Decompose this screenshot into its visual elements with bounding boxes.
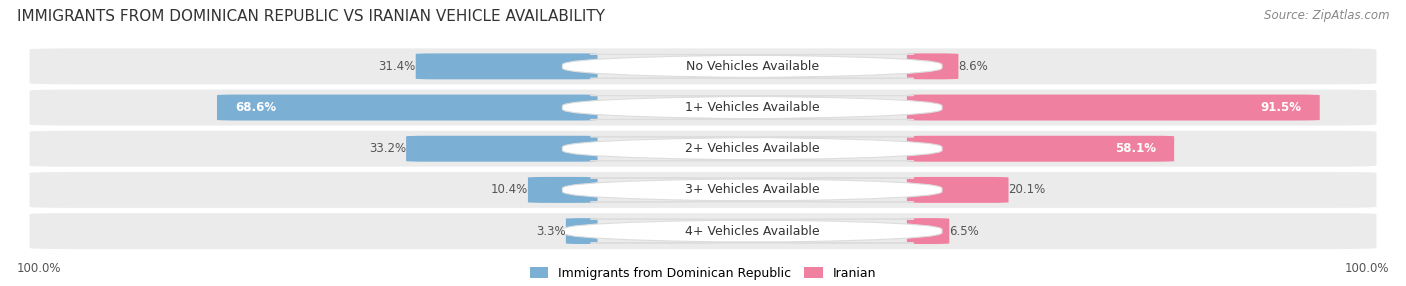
Text: 8.6%: 8.6% [959,60,988,73]
FancyBboxPatch shape [562,96,942,120]
FancyBboxPatch shape [28,129,1378,168]
FancyBboxPatch shape [907,95,1320,120]
Text: 20.1%: 20.1% [1008,183,1046,196]
Text: 6.5%: 6.5% [949,225,979,238]
Text: 100.0%: 100.0% [1344,262,1389,275]
FancyBboxPatch shape [28,170,1378,209]
FancyBboxPatch shape [28,88,1378,127]
FancyBboxPatch shape [28,47,1378,86]
FancyBboxPatch shape [562,54,942,78]
Legend: Immigrants from Dominican Republic, Iranian: Immigrants from Dominican Republic, Iran… [530,267,876,280]
Text: 91.5%: 91.5% [1260,101,1302,114]
Text: 31.4%: 31.4% [378,60,416,73]
Text: 3.3%: 3.3% [536,225,565,238]
Text: 3+ Vehicles Available: 3+ Vehicles Available [685,183,820,196]
Text: Source: ZipAtlas.com: Source: ZipAtlas.com [1264,9,1389,21]
FancyBboxPatch shape [28,212,1378,251]
Text: IMMIGRANTS FROM DOMINICAN REPUBLIC VS IRANIAN VEHICLE AVAILABILITY: IMMIGRANTS FROM DOMINICAN REPUBLIC VS IR… [17,9,605,23]
Text: 68.6%: 68.6% [235,101,277,114]
FancyBboxPatch shape [416,53,598,79]
FancyBboxPatch shape [565,218,598,244]
FancyBboxPatch shape [907,218,949,244]
Text: 1+ Vehicles Available: 1+ Vehicles Available [685,101,820,114]
FancyBboxPatch shape [406,136,598,162]
FancyBboxPatch shape [562,219,942,243]
Text: 100.0%: 100.0% [17,262,62,275]
Text: 4+ Vehicles Available: 4+ Vehicles Available [685,225,820,238]
Text: 2+ Vehicles Available: 2+ Vehicles Available [685,142,820,155]
FancyBboxPatch shape [527,177,598,203]
Text: 10.4%: 10.4% [491,183,527,196]
FancyBboxPatch shape [217,95,598,120]
FancyBboxPatch shape [907,53,959,79]
Text: No Vehicles Available: No Vehicles Available [686,60,818,73]
FancyBboxPatch shape [562,137,942,161]
FancyBboxPatch shape [907,177,1008,203]
Text: 58.1%: 58.1% [1115,142,1156,155]
FancyBboxPatch shape [907,136,1174,162]
FancyBboxPatch shape [562,178,942,202]
Text: 33.2%: 33.2% [368,142,406,155]
